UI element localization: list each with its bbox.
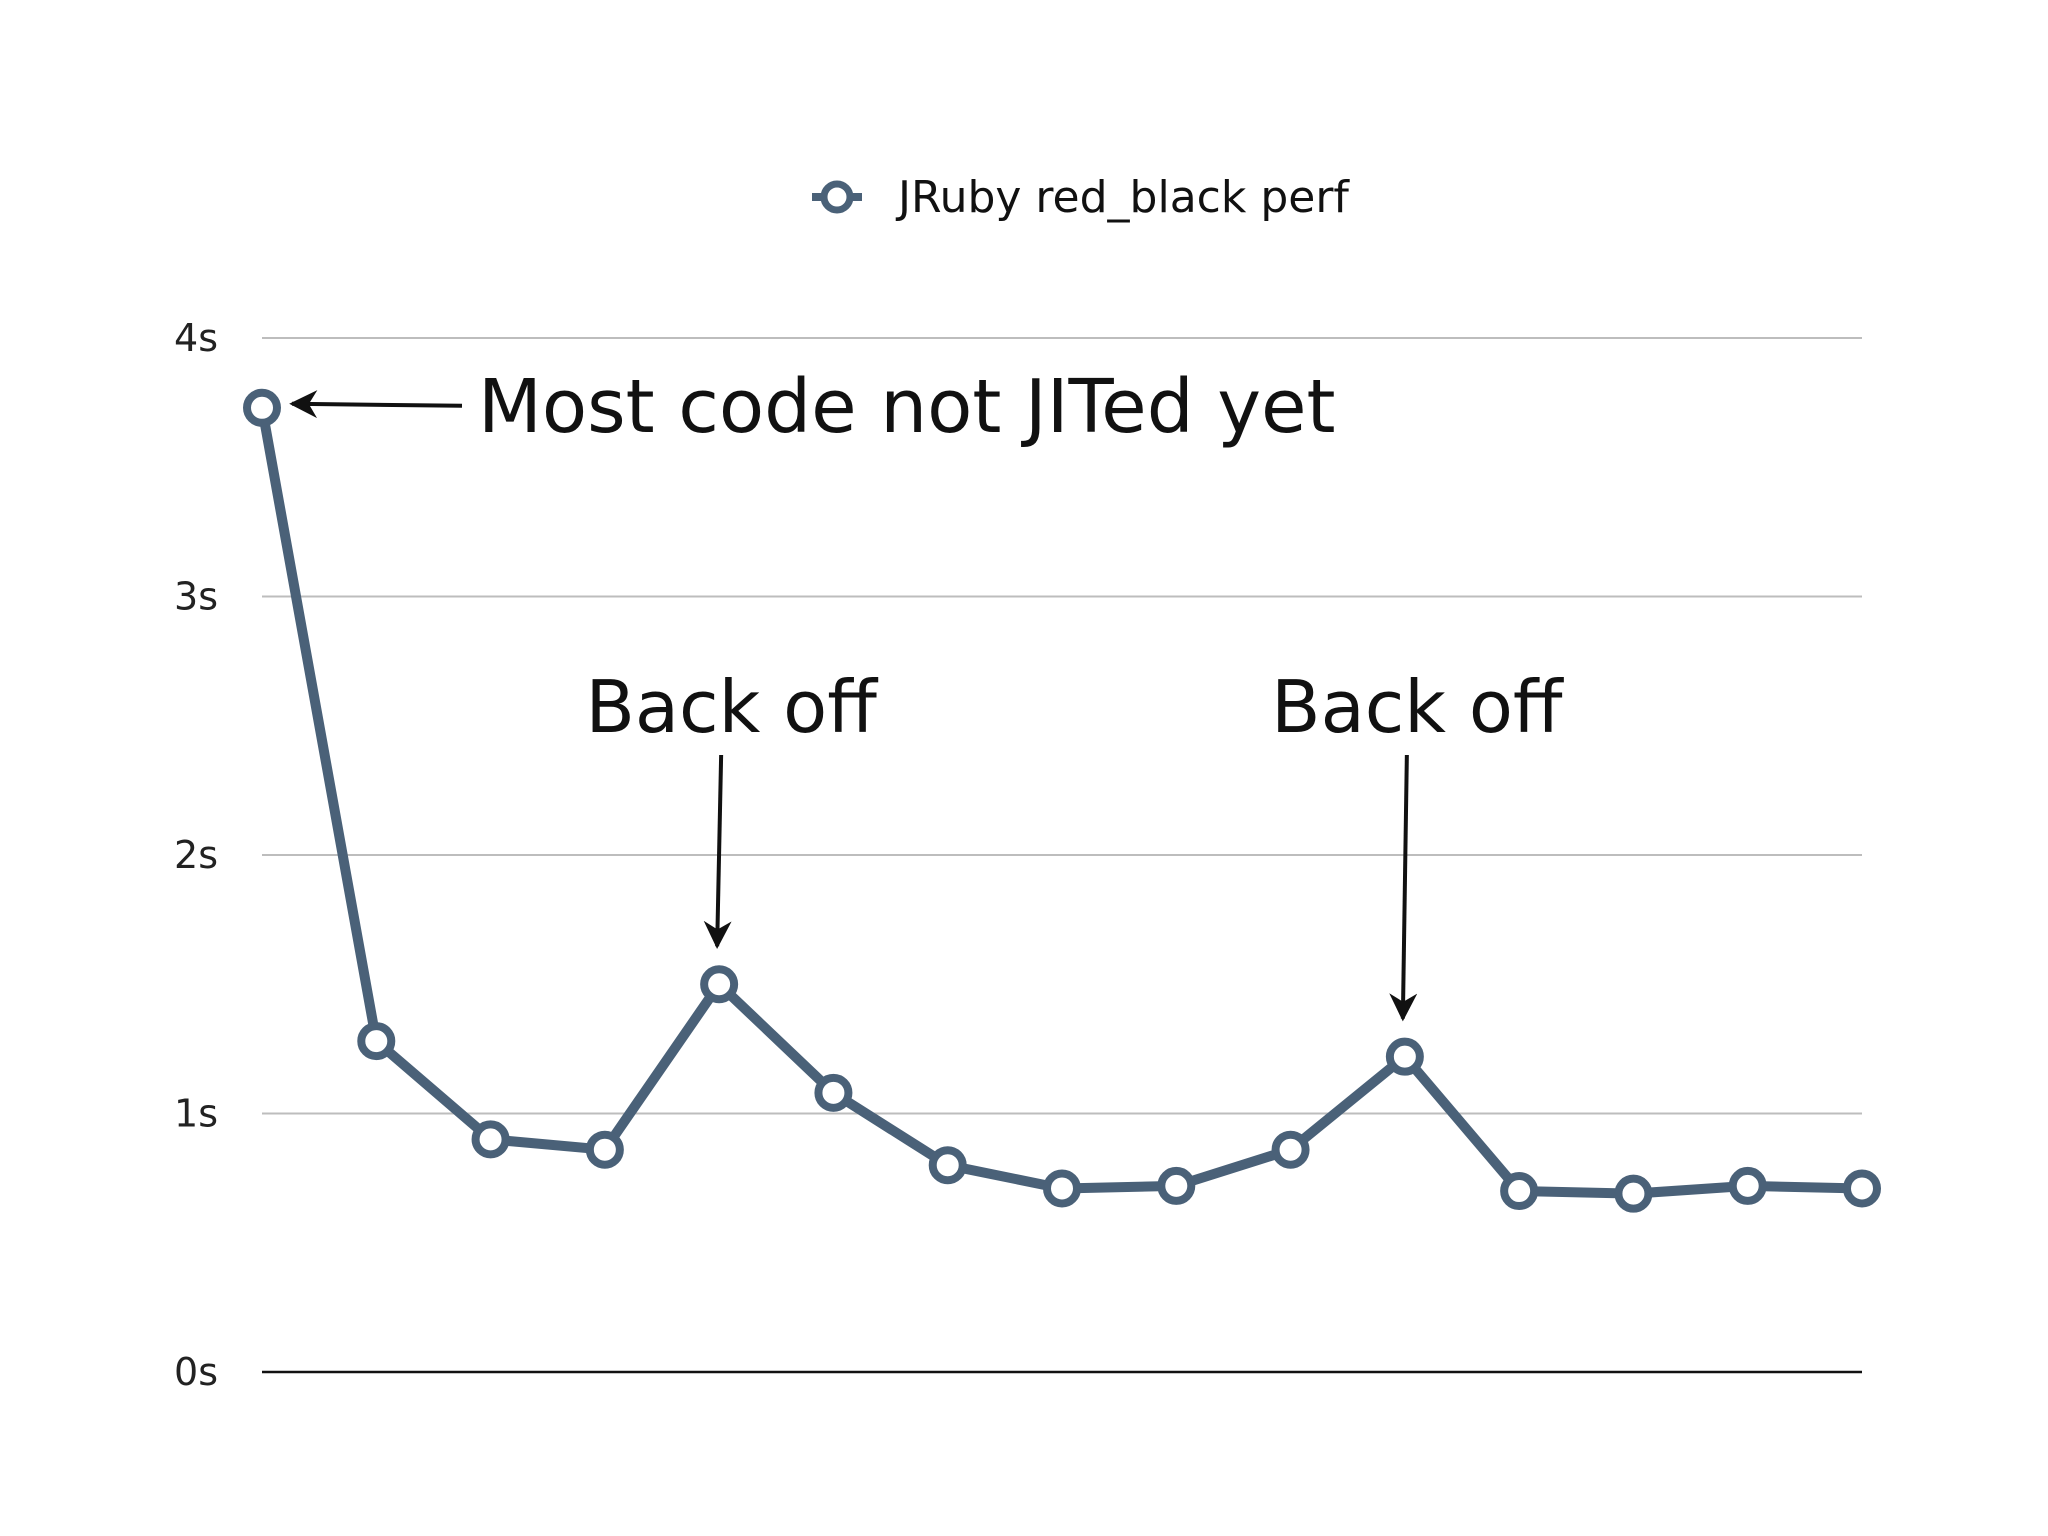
annotations: Most code not JITed yet Back off Back off <box>289 364 1564 1022</box>
data-point <box>814 1073 853 1112</box>
legend-marker <box>820 180 854 214</box>
data-point <box>1614 1174 1653 1213</box>
y-tick-label: 2s <box>174 833 218 877</box>
data-point <box>585 1130 624 1169</box>
data-point <box>243 388 281 427</box>
data-point <box>1843 1169 1881 1208</box>
gridlines <box>262 337 1862 1374</box>
data-point <box>471 1120 510 1159</box>
y-tick-label: 4s <box>174 316 218 360</box>
series-layer <box>243 388 1881 1213</box>
annotation-label: Back off <box>1271 665 1564 749</box>
data-point <box>700 965 739 1004</box>
data-point <box>1385 1037 1424 1076</box>
annotation-arrow <box>289 390 463 419</box>
data-point <box>1728 1166 1767 1205</box>
annotation-arrow <box>703 754 732 950</box>
y-tick-label: 3s <box>174 575 218 619</box>
legend-label: JRuby red_black perf <box>895 172 1350 223</box>
annotation-label: Back off <box>585 665 878 749</box>
y-tick-label: 0s <box>174 1350 218 1394</box>
data-point <box>1043 1169 1081 1208</box>
y-axis-ticks: 0s 1s 2s 3s 4s <box>174 316 218 1394</box>
data-point <box>928 1146 967 1185</box>
annotation-label: Most code not JITed yet <box>478 364 1336 450</box>
series-line <box>257 402 1867 1199</box>
y-tick-label: 1s <box>174 1092 218 1136</box>
data-point <box>1271 1130 1310 1169</box>
data-point <box>1157 1166 1196 1205</box>
annotation-arrow <box>1389 754 1418 1022</box>
data-point <box>1500 1172 1539 1211</box>
data-point <box>357 1022 396 1061</box>
legend: JRuby red_black perf <box>812 172 1350 223</box>
